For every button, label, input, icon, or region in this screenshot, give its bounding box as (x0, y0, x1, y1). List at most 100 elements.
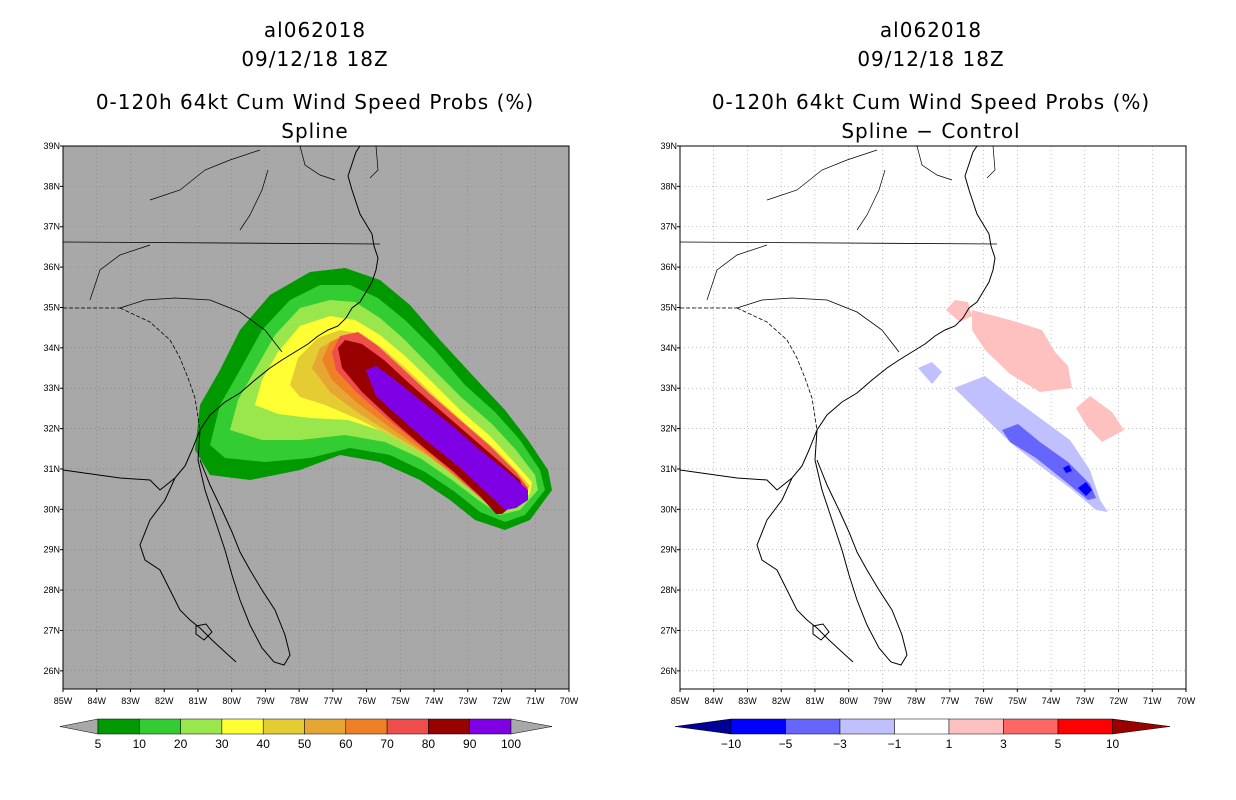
colorbar-low-end (674, 718, 732, 735)
colorbar-label-60: 60 (339, 737, 353, 751)
lat-label-31n: 31N (43, 464, 60, 474)
colorbar-box-50 (304, 718, 347, 735)
lat-label-34n: 34N (660, 343, 677, 353)
lat-label-33n: 33N (43, 383, 60, 393)
lat-label-29n: 29N (660, 545, 677, 555)
colorbar-label-80: 80 (422, 737, 436, 751)
lat-label-37n: 37N (660, 222, 677, 232)
colorbar-label: 3 (1000, 737, 1007, 751)
colorbar-box (894, 718, 950, 735)
lat-label-30n: 30N (43, 504, 60, 514)
lon-label-80w: 80W (222, 696, 241, 706)
colorbar-label-5: 5 (95, 737, 102, 751)
lon-label-79w: 79W (873, 696, 892, 706)
lon-label-85w: 85W (671, 696, 690, 706)
lat-label-28n: 28N (43, 585, 60, 595)
colorbar-label-70: 70 (380, 737, 394, 751)
lon-label-73w: 73W (1076, 696, 1095, 706)
lon-label-85w: 85W (54, 696, 73, 706)
lon-label-71w: 71W (1143, 696, 1162, 706)
right-colorbar: −10 −5 −3 −1 1 3 5 10 (674, 718, 1171, 751)
right-grid (680, 146, 1186, 689)
lon-label-76w: 76W (974, 696, 993, 706)
diff-neg-1-b (918, 362, 942, 384)
left-colorbar: 5 10 20 30 40 50 60 70 80 90 100 (59, 718, 553, 751)
colorbar-label: −10 (721, 737, 742, 751)
colorbar-box-10 (139, 718, 181, 735)
colorbar-box (730, 718, 786, 735)
colorbar-label-30: 30 (215, 737, 229, 751)
colorbar-box (839, 718, 895, 735)
lat-label-36n: 36N (43, 262, 60, 272)
colorbar-label: 5 (1055, 737, 1062, 751)
diff-neg-5-a (1078, 482, 1092, 496)
colorbar-box (1057, 718, 1113, 735)
lon-label-75w: 75W (1008, 696, 1027, 706)
colorbar-box (785, 718, 841, 735)
colorbar-label-90: 90 (463, 737, 477, 751)
lon-label-74w: 74W (425, 696, 444, 706)
colorbar-high-end (510, 718, 553, 735)
lon-label-79w: 79W (256, 696, 275, 706)
colorbar-box-70 (386, 718, 429, 735)
lat-label-26n: 26N (43, 666, 60, 676)
left-datetime: 09/12/18 18Z (241, 47, 389, 71)
colorbar-box-80 (428, 718, 470, 735)
lon-label-77w: 77W (941, 696, 960, 706)
lon-label-74w: 74W (1042, 696, 1061, 706)
lat-label-38n: 38N (43, 181, 60, 191)
lat-label-37n: 37N (43, 222, 60, 232)
left-map-panel: 39N 38N 37N 36N 35N 34N 33N 32N 31N 30N 29N 28N 27N 2… (43, 141, 578, 706)
difference-field (918, 300, 1124, 512)
lat-label-29n: 29N (43, 545, 60, 555)
lon-label-72w: 72W (1109, 696, 1128, 706)
colorbar-label: 10 (1106, 737, 1120, 751)
diff-pos-1-c (946, 300, 972, 322)
lon-label-82w: 82W (772, 696, 791, 706)
lon-label-71w: 71W (526, 696, 545, 706)
colorbar-label-40: 40 (257, 737, 271, 751)
lon-label-80w: 80W (839, 696, 858, 706)
left-axis-ticks: 39N 38N 37N 36N 35N 34N 33N 32N 31N 30N 29N 28N 27N 2… (43, 141, 578, 706)
lon-label-82w: 82W (155, 696, 174, 706)
right-product-title: 0-120h 64kt Cum Wind Speed Probs (%) (711, 90, 1151, 114)
lon-label-84w: 84W (87, 696, 106, 706)
lon-label-72w: 72W (492, 696, 511, 706)
colorbar-label: −3 (833, 737, 847, 751)
right-map-frame (679, 145, 1187, 690)
lon-label-76w: 76W (357, 696, 376, 706)
right-title-block: al062018 09/12/18 18Z 0-120h 64kt Cum Wi… (676, 16, 1186, 146)
diff-pos-1-b (1076, 396, 1124, 442)
lon-label-73w: 73W (459, 696, 478, 706)
lon-label-81w: 81W (189, 696, 208, 706)
lon-label-78w: 78W (290, 696, 309, 706)
lon-label-83w: 83W (121, 696, 140, 706)
colorbar-box (1003, 718, 1059, 735)
colorbar-box-60 (345, 718, 388, 735)
colorbar-label: −1 (888, 737, 902, 751)
left-product-title: 0-120h 64kt Cum Wind Speed Probs (%) (95, 90, 535, 114)
lat-label-35n: 35N (43, 302, 60, 312)
lat-label-31n: 31N (660, 464, 677, 474)
diff-neg-3 (1002, 424, 1096, 500)
colorbar-box-5 (97, 718, 140, 735)
lon-label-70w: 70W (1177, 696, 1196, 706)
colorbar-label-20: 20 (174, 737, 188, 751)
lat-label-30n: 30N (660, 504, 677, 514)
colorbar-low-end (59, 718, 99, 735)
colorbar-box-30 (221, 718, 264, 735)
colorbar-box (948, 718, 1004, 735)
colorbar-box-90 (469, 718, 512, 735)
left-title-block: al062018 09/12/18 18Z 0-120h 64kt Cum Wi… (60, 16, 570, 146)
lat-label-36n: 36N (660, 262, 677, 272)
probability-swath (195, 268, 552, 530)
lon-label-84w: 84W (704, 696, 723, 706)
diff-neg-5-b (1063, 465, 1072, 473)
colorbar-label: 1 (946, 737, 953, 751)
lat-label-32n: 32N (43, 424, 60, 434)
diff-pos-1-a (972, 310, 1072, 392)
lat-label-39n: 39N (43, 141, 60, 151)
colorbar-label: −5 (779, 737, 793, 751)
lon-label-75w: 75W (391, 696, 410, 706)
